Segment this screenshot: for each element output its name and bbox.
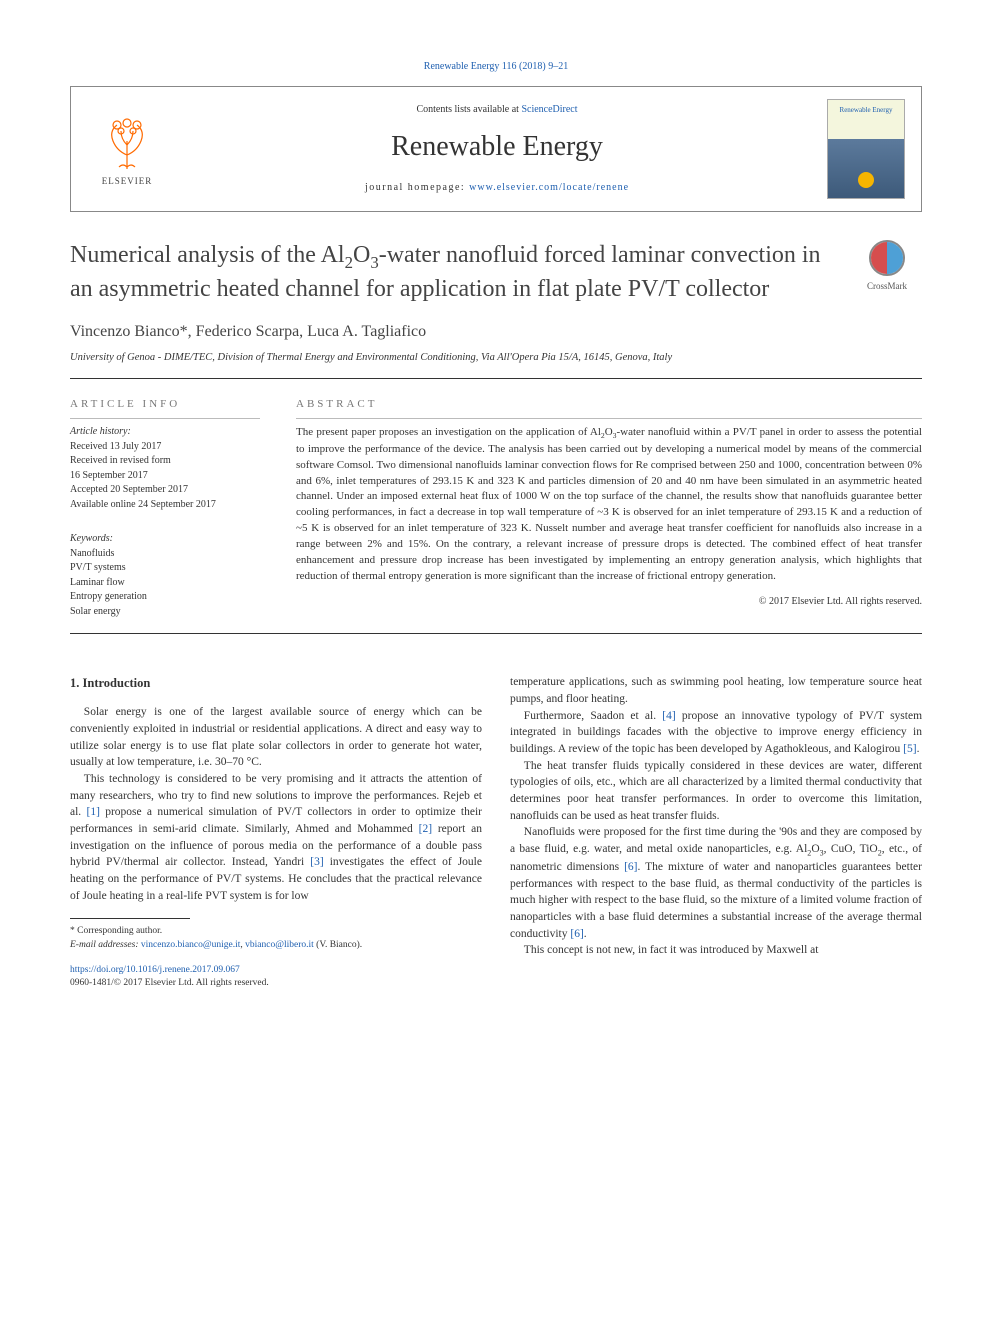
- keyword: Solar energy: [70, 605, 260, 620]
- history-line: 16 September 2017: [70, 469, 260, 484]
- abstract-divider: [296, 418, 922, 419]
- crossmark-badge[interactable]: CrossMark: [852, 240, 922, 293]
- crossmark-icon: [869, 240, 905, 276]
- title-text-1: Numerical analysis of the Al: [70, 242, 345, 268]
- email-label: E-mail addresses:: [70, 940, 141, 950]
- footer-block: https://doi.org/10.1016/j.renene.2017.09…: [70, 964, 482, 991]
- body-para: This concept is not new, in fact it was …: [510, 942, 922, 959]
- cite-link-1[interactable]: [1]: [86, 806, 99, 818]
- body-span: Furthermore, Saadon et al.: [524, 710, 662, 722]
- body-para: The heat transfer fluids typically consi…: [510, 758, 922, 825]
- body-para: This technology is considered to be very…: [70, 771, 482, 904]
- keyword: Laminar flow: [70, 576, 260, 591]
- cite-link-5[interactable]: [5]: [903, 743, 916, 755]
- abs-mid1: O: [605, 426, 613, 438]
- author-email-1[interactable]: vincenzo.bianco@unige.it: [141, 940, 241, 950]
- abstract-copyright: © 2017 Elsevier Ltd. All rights reserved…: [296, 595, 922, 609]
- elsevier-logo[interactable]: ELSEVIER: [87, 104, 167, 194]
- intro-heading: 1. Introduction: [70, 674, 482, 692]
- cite-link-4[interactable]: [4]: [662, 710, 675, 722]
- journal-cover-thumbnail[interactable]: Renewable Energy: [827, 99, 905, 199]
- issn-line: 0960-1481/© 2017 Elsevier Ltd. All right…: [70, 977, 482, 990]
- doi-link[interactable]: https://doi.org/10.1016/j.renene.2017.09…: [70, 965, 240, 975]
- corresponding-author-note: * Corresponding author.: [70, 925, 482, 938]
- body-columns: 1. Introduction Solar energy is one of t…: [70, 674, 922, 990]
- crossmark-label: CrossMark: [852, 280, 922, 293]
- keywords-head: Keywords:: [70, 532, 260, 547]
- elsevier-wordmark: ELSEVIER: [102, 175, 153, 188]
- body-span: O: [811, 843, 819, 855]
- affiliation-line: University of Genoa - DIME/TEC, Division…: [70, 351, 922, 366]
- history-line: Accepted 20 September 2017: [70, 483, 260, 498]
- history-line: Available online 24 September 2017: [70, 498, 260, 513]
- cite-link-2[interactable]: [2]: [419, 823, 432, 835]
- journal-homepage-link[interactable]: www.elsevier.com/locate/renene: [469, 182, 629, 193]
- contents-prefix: Contents lists available at: [416, 104, 521, 115]
- article-history: Article history: Received 13 July 2017 R…: [70, 425, 260, 512]
- elsevier-tree-icon: [97, 111, 157, 171]
- article-info-label: ARTICLE INFO: [70, 397, 260, 412]
- homepage-prefix: journal homepage:: [365, 182, 469, 193]
- sciencedirect-link[interactable]: ScienceDirect: [521, 104, 577, 115]
- body-para: Solar energy is one of the largest avail…: [70, 704, 482, 771]
- keywords-block: Keywords: Nanofluids PV/T systems Lamina…: [70, 532, 260, 619]
- cover-title: Renewable Energy: [828, 100, 904, 116]
- journal-homepage-line: journal homepage: www.elsevier.com/locat…: [183, 181, 811, 195]
- body-span: .: [584, 928, 587, 940]
- body-para: Nanofluids were proposed for the first t…: [510, 824, 922, 942]
- history-line: Received in revised form: [70, 454, 260, 469]
- body-para: temperature applications, such as swimmi…: [510, 674, 922, 707]
- article-title: Numerical analysis of the Al2O3-water na…: [70, 240, 832, 305]
- body-span: .: [917, 743, 920, 755]
- contents-available-line: Contents lists available at ScienceDirec…: [183, 103, 811, 117]
- keyword: Entropy generation: [70, 590, 260, 605]
- cite-link-3[interactable]: [3]: [310, 856, 323, 868]
- divider-top: [70, 378, 922, 379]
- keyword: PV/T systems: [70, 561, 260, 576]
- info-divider: [70, 418, 260, 419]
- abstract-label: ABSTRACT: [296, 397, 922, 412]
- title-sub-1: 2: [345, 253, 353, 272]
- footnotes-block: * Corresponding author. E-mail addresses…: [70, 925, 482, 952]
- abs-pre: The present paper proposes an investigat…: [296, 426, 601, 438]
- journal-header: ELSEVIER Contents lists available at Sci…: [70, 86, 922, 212]
- footnote-separator: [70, 918, 190, 919]
- authors-line: Vincenzo Bianco*, Federico Scarpa, Luca …: [70, 321, 922, 343]
- history-line: Received 13 July 2017: [70, 440, 260, 455]
- citation-link[interactable]: Renewable Energy 116 (2018) 9–21: [424, 61, 568, 72]
- email-suffix: (V. Bianco).: [314, 940, 362, 950]
- abs-post: -water nanofluid within a PV/T panel in …: [296, 426, 922, 582]
- body-span: , CuO, TiO: [824, 843, 878, 855]
- title-sub-2: 3: [370, 253, 378, 272]
- history-head: Article history:: [70, 425, 260, 440]
- cite-link-6[interactable]: [6]: [624, 861, 637, 873]
- journal-name: Renewable Energy: [183, 127, 811, 166]
- divider-bottom: [70, 633, 922, 634]
- citation-line: Renewable Energy 116 (2018) 9–21: [70, 60, 922, 74]
- title-text-2: O: [353, 242, 370, 268]
- keyword: Nanofluids: [70, 547, 260, 562]
- body-para: Furthermore, Saadon et al. [4] propose a…: [510, 708, 922, 758]
- cover-sun-icon: [858, 172, 874, 188]
- abstract-text: The present paper proposes an investigat…: [296, 425, 922, 585]
- author-email-2[interactable]: vbianco@libero.it: [245, 940, 314, 950]
- cite-link-6b[interactable]: [6]: [570, 928, 583, 940]
